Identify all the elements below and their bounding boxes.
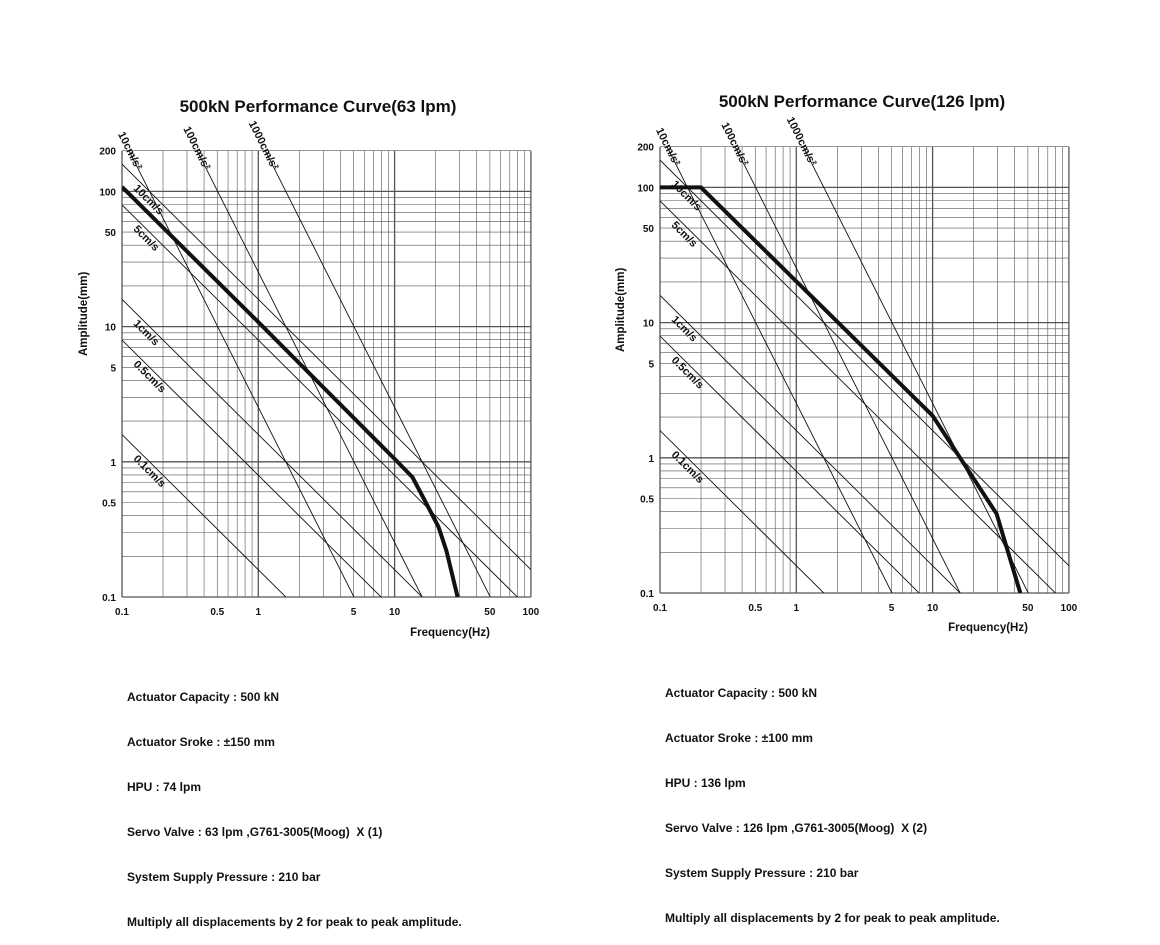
velocity-line-label: 0.1cm/s — [669, 449, 706, 486]
acceleration-line-label: 100cm/s² — [718, 121, 750, 169]
x-tick-label: 1 — [256, 607, 262, 618]
acceleration-line-label: 1000cm/s² — [784, 115, 819, 168]
y-tick-label: 10 — [105, 323, 117, 334]
x-axis-label: Frequency(Hz) — [410, 627, 490, 639]
performance-curve — [122, 185, 460, 597]
specs-left: Actuator Capacity : 500 kN Actuator Srok… — [127, 660, 462, 945]
spec-line: Multiply all displacements by 2 for peak… — [665, 911, 1000, 925]
y-tick-label: 200 — [99, 147, 116, 158]
x-tick-label: 0.5 — [748, 603, 762, 614]
x-tick-label: 10 — [927, 603, 939, 614]
y-tick-label: 10 — [643, 319, 655, 330]
x-tick-label: 0.5 — [210, 607, 224, 618]
acceleration-line-label: 100cm/s² — [180, 125, 212, 173]
x-tick-label: 10 — [389, 607, 401, 618]
chart-title: 500kN Performance Curve(63 lpm) — [180, 97, 457, 116]
y-axis-label: Amplitude(mm) — [78, 272, 90, 357]
y-tick-label: 100 — [99, 187, 116, 198]
velocity-line — [122, 163, 531, 571]
y-tick-label: 0.5 — [640, 494, 654, 505]
y-tick-label: 200 — [637, 143, 654, 154]
velocity-line — [660, 294, 961, 593]
x-tick-label: 100 — [523, 607, 540, 618]
x-tick-label: 50 — [1022, 603, 1034, 614]
x-axis-label: Frequency(Hz) — [948, 622, 1028, 634]
acceleration-line — [802, 146, 1029, 593]
spec-line: Actuator Sroke : ±100 mm — [665, 731, 813, 745]
acceleration-line-label: 10cm/s² — [653, 126, 682, 168]
velocity-line-label: 5cm/s — [669, 219, 700, 250]
y-axis-label: Amplitude(mm) — [615, 268, 627, 353]
specs-right: Actuator Capacity : 500 kN Actuator Srok… — [665, 656, 1000, 941]
spec-line: System Supply Pressure : 210 bar — [665, 866, 859, 880]
y-tick-label: 0.1 — [640, 589, 654, 600]
acceleration-line — [128, 150, 355, 597]
acceleration-line — [264, 150, 491, 597]
y-tick-label: 5 — [110, 363, 116, 374]
acceleration-line — [196, 150, 423, 597]
x-tick-label: 0.1 — [653, 603, 667, 614]
x-tick-label: 5 — [889, 603, 895, 614]
spec-line: System Supply Pressure : 210 bar — [127, 870, 321, 884]
velocity-line-label: 5cm/s — [131, 223, 162, 254]
spec-line: Multiply all displacements by 2 for peak… — [127, 915, 462, 929]
x-tick-label: 100 — [1061, 603, 1078, 614]
velocity-line-label: 0.1cm/s — [131, 453, 168, 490]
acceleration-line-label: 1000cm/s² — [246, 119, 281, 172]
acceleration-line — [666, 146, 893, 593]
y-tick-label: 1 — [648, 454, 654, 465]
spec-line: Actuator Capacity : 500 kN — [665, 686, 818, 700]
spec-line: Servo Valve : 126 lpm ,G761-3005(Moog) X… — [665, 821, 928, 835]
x-tick-label: 50 — [484, 607, 496, 618]
spec-line: HPU : 74 lpm — [127, 780, 202, 794]
velocity-line-label: 0.5cm/s — [131, 358, 168, 395]
acceleration-line — [734, 146, 961, 593]
spec-line: Servo Valve : 63 lpm ,G761-3005(Moog) X … — [127, 825, 383, 839]
x-tick-label: 5 — [351, 607, 357, 618]
y-tick-label: 50 — [105, 228, 117, 239]
y-tick-label: 50 — [643, 224, 655, 235]
spec-line: HPU : 136 lpm — [665, 776, 746, 790]
y-tick-label: 1 — [110, 458, 116, 469]
acceleration-line-label: 10cm/s² — [115, 130, 144, 172]
y-tick-label: 100 — [637, 183, 654, 194]
x-tick-label: 0.1 — [115, 607, 129, 618]
chart-title: 500kN Performance Curve(126 lpm) — [719, 92, 1005, 111]
y-tick-label: 0.5 — [102, 498, 116, 509]
velocity-line — [122, 298, 423, 597]
spec-line: Actuator Capacity : 500 kN — [127, 690, 280, 704]
performance-curve — [660, 185, 1023, 593]
velocity-line — [122, 434, 287, 597]
velocity-line — [660, 159, 1069, 567]
y-tick-label: 0.1 — [102, 593, 116, 604]
y-tick-label: 5 — [648, 359, 654, 370]
velocity-line — [660, 430, 825, 593]
spec-line: Actuator Sroke : ±150 mm — [127, 735, 275, 749]
x-tick-label: 1 — [794, 603, 800, 614]
velocity-line-label: 0.5cm/s — [669, 354, 706, 391]
